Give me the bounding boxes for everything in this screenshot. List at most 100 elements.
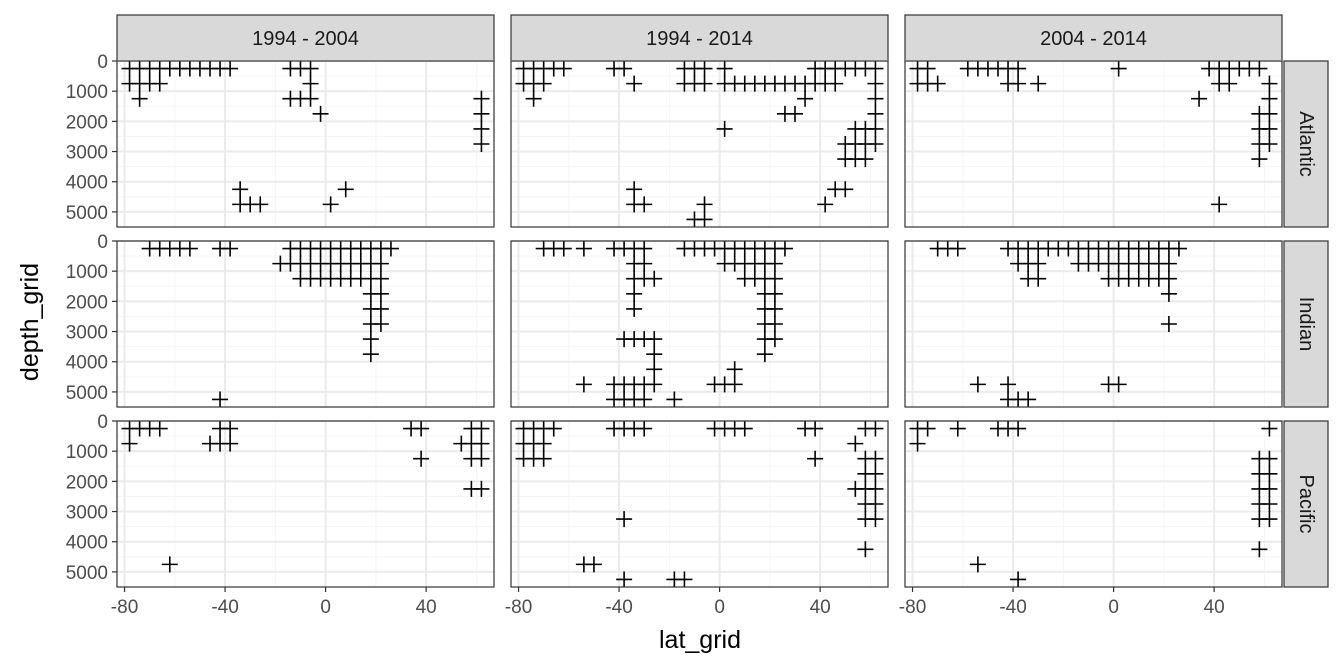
- data-point: [766, 285, 783, 302]
- data-point: [716, 120, 733, 137]
- data-point: [302, 75, 319, 92]
- data-point: [1251, 151, 1268, 168]
- data-point: [222, 435, 239, 452]
- y-tick-label: 3000: [66, 503, 108, 524]
- data-point: [1261, 480, 1278, 497]
- y-tick-label: 3000: [66, 323, 108, 344]
- data-point: [766, 300, 783, 317]
- data-point: [535, 435, 552, 452]
- panel-background: [905, 61, 1282, 227]
- axes: 0100020003000400050000100020003000400050…: [66, 52, 1225, 618]
- data-point: [867, 450, 884, 467]
- panel-border: [510, 60, 889, 228]
- data-point: [1160, 270, 1177, 287]
- data-point: [1251, 541, 1268, 558]
- data-point: [766, 316, 783, 332]
- facet-strip-top: [904, 14, 1283, 62]
- data-point: [776, 240, 793, 257]
- data-point: [1261, 496, 1278, 512]
- data-point: [151, 420, 168, 437]
- data-point: [646, 331, 663, 348]
- data-point: [473, 420, 490, 437]
- facet-panel: [116, 60, 495, 228]
- x-tick-label: -40: [605, 597, 632, 618]
- data-point: [232, 181, 249, 198]
- data-point: [1251, 105, 1268, 122]
- panel-background: [511, 61, 888, 227]
- panel-background: [117, 241, 494, 407]
- data-point: [372, 300, 389, 317]
- panel-background: [511, 241, 888, 407]
- y-axis-title: depth_grid: [16, 263, 44, 381]
- data-point: [646, 361, 663, 378]
- data-point: [585, 556, 602, 573]
- data-point: [949, 240, 966, 257]
- data-point: [646, 270, 663, 287]
- data-point: [302, 90, 319, 107]
- data-point: [867, 105, 884, 122]
- data-point: [372, 255, 389, 272]
- data-point: [776, 105, 793, 122]
- data-point: [736, 420, 753, 437]
- data-point: [837, 136, 854, 152]
- data-point: [766, 331, 783, 348]
- y-tick-label: 5000: [66, 203, 108, 224]
- x-tick-label: 0: [1108, 597, 1119, 618]
- data-point: [413, 450, 430, 467]
- y-tick-label: 4000: [66, 173, 108, 194]
- panel-background: [905, 241, 1282, 407]
- data-point: [837, 151, 854, 168]
- data-point: [867, 511, 884, 528]
- data-point: [575, 376, 592, 393]
- y-tick-label: 2000: [66, 292, 108, 313]
- data-point: [696, 75, 713, 92]
- data-point: [555, 60, 572, 77]
- facet-strip-right: [1283, 60, 1329, 228]
- data-point: [337, 181, 354, 198]
- facet-panel: [510, 240, 889, 408]
- data-point: [1261, 465, 1278, 482]
- data-point: [1160, 316, 1177, 332]
- data-point: [1211, 196, 1228, 213]
- panel-border: [904, 420, 1283, 588]
- data-point: [1251, 120, 1268, 137]
- data-point: [181, 240, 198, 257]
- data-point: [1020, 391, 1037, 408]
- facet-panel: [510, 60, 889, 228]
- data-point: [909, 435, 926, 452]
- data-point: [636, 391, 653, 408]
- data-point: [756, 346, 773, 363]
- data-point: [1160, 285, 1177, 302]
- data-point: [312, 105, 329, 122]
- data-point: [413, 420, 430, 437]
- y-tick-label: 3000: [66, 143, 108, 164]
- data-point: [616, 571, 633, 588]
- data-point: [636, 420, 653, 437]
- data-point: [1221, 75, 1238, 92]
- data-point: [726, 376, 743, 393]
- facet-strip-right: [1283, 420, 1329, 588]
- y-tick-label: 1000: [66, 82, 108, 103]
- data-point: [1010, 571, 1027, 588]
- y-tick-label: 5000: [66, 383, 108, 404]
- data-point: [1191, 90, 1208, 107]
- panel-border: [116, 240, 495, 408]
- facet-panel: [510, 420, 889, 588]
- x-tick-label: 40: [1204, 597, 1225, 618]
- data-point: [867, 90, 884, 107]
- y-tick-label: 5000: [66, 563, 108, 584]
- facet-panel: [904, 60, 1283, 228]
- data-point: [837, 181, 854, 198]
- panel-background: [511, 421, 888, 587]
- data-point: [867, 496, 884, 512]
- data-point: [362, 331, 379, 348]
- x-tick-label: 0: [320, 597, 331, 618]
- y-tick-label: 2000: [66, 112, 108, 133]
- data-point: [212, 391, 229, 408]
- x-tick-label: 0: [714, 597, 725, 618]
- data-point: [616, 60, 633, 77]
- data-point: [867, 75, 884, 92]
- data-point: [626, 75, 643, 92]
- data-point: [636, 196, 653, 213]
- facet-strip-label: Indian: [1295, 297, 1317, 352]
